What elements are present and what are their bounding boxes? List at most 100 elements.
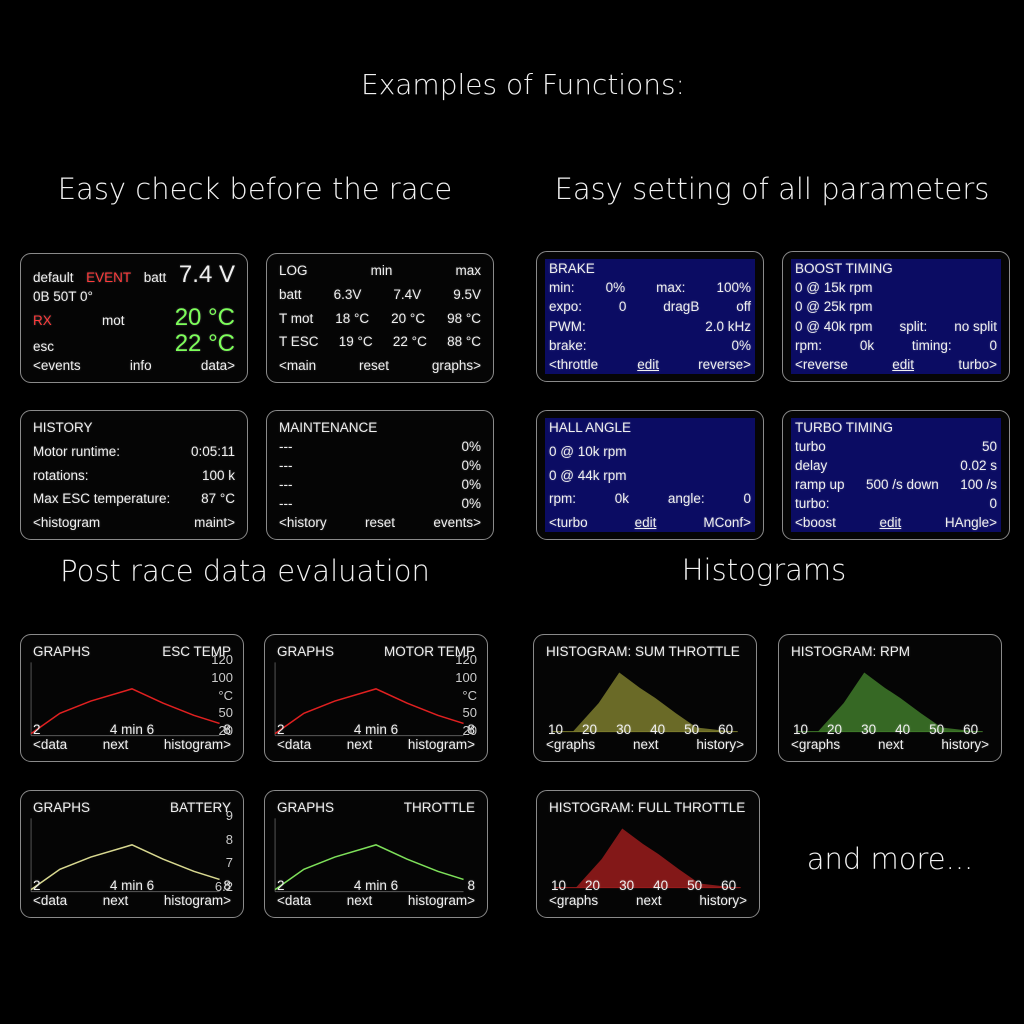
row: rotations: 100 k bbox=[33, 468, 235, 483]
lcd: HISTORY Motor runtime: 0:05:11 rotations: 10… bbox=[29, 418, 239, 532]
row: HALL ANGLE bbox=[549, 420, 751, 435]
y-tick-label: 100 bbox=[211, 669, 233, 685]
row: 10 20 30 40 50 60 bbox=[791, 722, 989, 737]
screen-text: BATTERY bbox=[169, 800, 231, 815]
screen-text: 0% bbox=[461, 458, 481, 473]
screen-text: 0 @ 25k rpm bbox=[795, 299, 873, 315]
lcd: TURBO TIMING turbo 50 delay 0.02 s ramp up 500… bbox=[791, 418, 1001, 532]
screen-text: Motor runtime: bbox=[33, 443, 121, 459]
screen-text: 4 min 6 bbox=[109, 722, 155, 737]
screen: GRAPHS ESC TEMP 2 4 min 6 8 <data next histogra… bbox=[20, 634, 244, 762]
section-heading: Easy setting of all parameters bbox=[554, 172, 990, 206]
screen-text: min: bbox=[549, 280, 575, 296]
screen-text: max bbox=[455, 263, 481, 278]
row: delay 0.02 s bbox=[795, 458, 997, 473]
screen-text: <histogram bbox=[33, 515, 101, 530]
row: ramp up 500 /s down 100 /s bbox=[795, 477, 997, 492]
screen-text: 2 bbox=[277, 722, 285, 737]
screen-text: THROTTLE bbox=[403, 800, 475, 815]
row: GRAPHS MOTOR TEMP bbox=[277, 644, 475, 659]
screen-text: 4 min 6 bbox=[109, 878, 155, 893]
screen-text: 20 °C bbox=[391, 310, 426, 326]
plot-decoration bbox=[30, 818, 220, 893]
screen-text: 30 bbox=[619, 878, 635, 893]
screen-text: HISTOGRAM: RPM bbox=[791, 644, 911, 659]
screen-text: 40 bbox=[650, 722, 666, 737]
screen-text: --- bbox=[279, 458, 293, 473]
screen-text: 4 min 6 bbox=[353, 722, 399, 737]
screen-text: HALL ANGLE bbox=[549, 420, 632, 435]
y-tick-label: 8 bbox=[225, 831, 233, 847]
row: <turbo edit MConf> bbox=[549, 515, 751, 530]
screen-text: <data bbox=[277, 893, 312, 908]
screen-text: RX bbox=[33, 313, 52, 328]
screen-text: 2 bbox=[277, 878, 285, 893]
page-title: Examples of Functions: bbox=[361, 68, 685, 101]
y-tick-label: 6.2 bbox=[214, 878, 233, 894]
screen-text: next bbox=[635, 893, 662, 908]
row: LOG min max bbox=[279, 263, 481, 278]
screen-text: --- bbox=[279, 477, 293, 492]
screen-text: LOG bbox=[279, 263, 308, 278]
screen-text: T mot bbox=[279, 310, 314, 326]
plot-curve bbox=[274, 688, 464, 735]
screen-text: 0.02 s bbox=[960, 458, 997, 473]
row: T mot 18 °C 20 °C 98 °C bbox=[279, 311, 481, 326]
plot-decoration bbox=[274, 818, 464, 893]
screen-text: mot bbox=[101, 313, 125, 328]
screen-text: batt bbox=[143, 270, 167, 285]
screen-text: split: bbox=[899, 318, 928, 334]
row: turbo 50 bbox=[795, 439, 997, 454]
row: <history reset events> bbox=[279, 515, 481, 530]
screen-text: 0% bbox=[461, 496, 481, 511]
row: HISTORY bbox=[33, 420, 235, 435]
screen-text: history> bbox=[941, 737, 989, 752]
lcd: default EVENT batt 7.4 V 0B 50T 0° RX mot 20 °C… bbox=[29, 261, 239, 375]
y-tick-label: 7 bbox=[225, 855, 233, 871]
screen: BOOST TIMING 0 @ 15k rpm 0 @ 25k rpm 0 @ 40… bbox=[782, 251, 1010, 382]
screen-text: maint> bbox=[194, 515, 235, 530]
plot-decoration bbox=[552, 672, 738, 733]
screen-text: 4 min 6 bbox=[353, 878, 399, 893]
screen-text: <data bbox=[277, 737, 312, 752]
screen-text: next bbox=[102, 893, 129, 908]
screen-text: 98 °C bbox=[447, 310, 481, 326]
row: 2 4 min 6 8 bbox=[277, 878, 475, 893]
screen-text: 22 °C bbox=[392, 334, 427, 350]
screen-text: HISTORY bbox=[33, 420, 93, 435]
row: brake: 0% bbox=[549, 338, 751, 353]
histogram-shape bbox=[817, 672, 978, 732]
screen-text: histogram> bbox=[163, 893, 231, 908]
screen-text: next bbox=[632, 737, 659, 752]
row: GRAPHS ESC TEMP bbox=[33, 644, 231, 659]
screen-text: no split bbox=[954, 318, 997, 334]
row: --- 0% bbox=[279, 496, 481, 511]
screen: HISTOGRAM: FULL THROTTLE 10 20 30 40 50 60 <gra… bbox=[536, 790, 760, 918]
screen-text: HISTOGRAM: SUM THROTTLE bbox=[546, 644, 740, 659]
row: <data next histogram> bbox=[277, 893, 475, 908]
screen-text: 87 °C bbox=[201, 491, 235, 507]
footer-note: and more... bbox=[806, 842, 974, 876]
screen: HISTOGRAM: SUM THROTTLE 10 20 30 40 50 60 <grap… bbox=[533, 634, 757, 762]
screen-text: 2 bbox=[33, 722, 41, 737]
row: <reverse edit turbo> bbox=[795, 357, 997, 372]
y-tick-label: 20 bbox=[218, 723, 233, 738]
screen: LOG min max batt 6.3V 7.4V 9.5V T mot 18 °C 20 °C… bbox=[266, 253, 494, 383]
screen-text: history> bbox=[696, 737, 744, 752]
screen-text: 50 bbox=[684, 722, 700, 737]
plot-curve bbox=[274, 844, 464, 891]
screen-text: <graphs bbox=[549, 893, 599, 908]
screen-text: edit bbox=[637, 356, 660, 372]
screen-text: timing: bbox=[911, 337, 952, 353]
y-tick-label: 20 bbox=[462, 723, 477, 738]
plot-curve bbox=[30, 844, 220, 891]
lcd: GRAPHS BATTERY 2 4 min 6 8 <data next histogram… bbox=[29, 798, 235, 910]
screen-text: rpm: bbox=[549, 491, 576, 507]
row: MAINTENANCE bbox=[279, 420, 481, 435]
y-tick-label: 9 bbox=[225, 808, 233, 823]
row: PWM: 2.0 kHz bbox=[549, 319, 751, 334]
screen-text: 0 @ 44k rpm bbox=[549, 467, 627, 483]
lcd: HISTOGRAM: FULL THROTTLE 10 20 30 40 50 60 <gra… bbox=[545, 798, 751, 910]
row: BRAKE bbox=[549, 261, 751, 276]
row: 0 @ 15k rpm bbox=[795, 280, 997, 295]
